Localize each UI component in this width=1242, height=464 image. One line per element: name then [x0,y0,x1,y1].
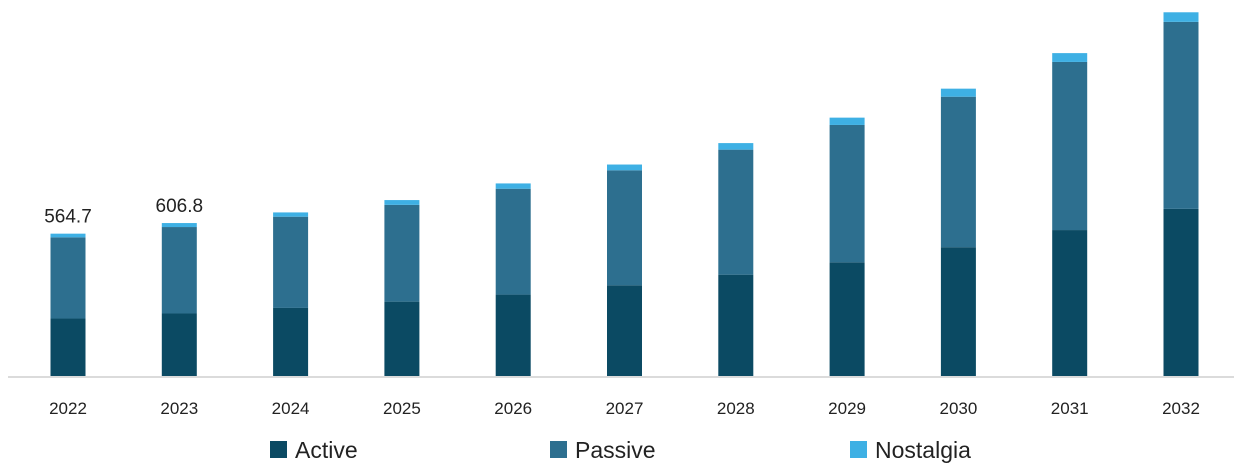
x-tick-label-2029: 2029 [828,399,866,418]
bar-passive-2030 [940,96,976,248]
legend-swatch-nostalgia [850,441,867,458]
bar-passive-2032 [1163,21,1199,209]
bar-active-2026 [495,294,531,376]
x-tick-label-2025: 2025 [383,399,421,418]
bar-active-2025 [384,301,420,376]
bar-nostalgia-2032 [1163,12,1199,22]
x-tick-label-2032: 2032 [1162,399,1200,418]
bar-active-2032 [1163,208,1199,376]
bar-passive-2025 [384,204,420,302]
bar-active-2031 [1052,230,1088,376]
x-tick-label-2024: 2024 [272,399,310,418]
bar-passive-2027 [607,170,642,286]
legend-label-passive: Passive [575,437,656,463]
bar-passive-2024 [273,216,309,308]
legend-swatch-passive [550,441,567,458]
x-tick-label-2028: 2028 [717,399,755,418]
bar-active-2023 [161,313,197,376]
bar-active-2029 [829,262,865,376]
bar-nostalgia-2024 [273,212,309,217]
bar-nostalgia-2026 [495,183,531,189]
bar-passive-2029 [829,124,865,263]
data-label-2023: 606.8 [156,196,204,217]
bar-passive-2022 [50,237,86,319]
legend: Active Passive Nostalgia [270,437,971,463]
bar-passive-2023 [161,227,197,314]
bar-passive-2026 [495,188,531,295]
bar-nostalgia-2030 [940,88,976,97]
bar-active-2022 [50,318,86,376]
bar-nostalgia-2022 [50,233,86,238]
x-tick-label-2030: 2030 [939,399,977,418]
bar-nostalgia-2023 [161,223,197,228]
x-tick-labels: 2022 2023 2024 2025 2026 2027 2028 2029 2030 2031… [49,399,1200,418]
bar-nostalgia-2031 [1052,53,1088,62]
legend-label-active: Active [295,437,358,463]
bar-nostalgia-2029 [829,117,865,125]
legend-swatch-active [270,441,287,458]
bar-active-2024 [273,307,309,376]
legend-label-nostalgia: Nostalgia [875,437,971,463]
bar-nostalgia-2028 [718,143,754,150]
data-label-2022: 564.7 [44,207,92,228]
bar-active-2028 [718,274,754,376]
x-tick-label-2023: 2023 [160,399,198,418]
bar-nostalgia-2025 [384,200,420,205]
x-tick-label-2027: 2027 [606,399,644,418]
bar-passive-2028 [718,149,754,275]
bar-passive-2031 [1052,61,1088,231]
x-tick-label-2026: 2026 [494,399,532,418]
bar-active-2027 [607,285,642,376]
bar-nostalgia-2027 [607,164,642,171]
bar-active-2030 [940,247,976,376]
bars-layer [50,12,1199,376]
x-tick-label-2031: 2031 [1051,399,1089,418]
x-tick-label-2022: 2022 [49,399,87,418]
data-labels-layer: 564.7 606.8 [44,196,203,228]
